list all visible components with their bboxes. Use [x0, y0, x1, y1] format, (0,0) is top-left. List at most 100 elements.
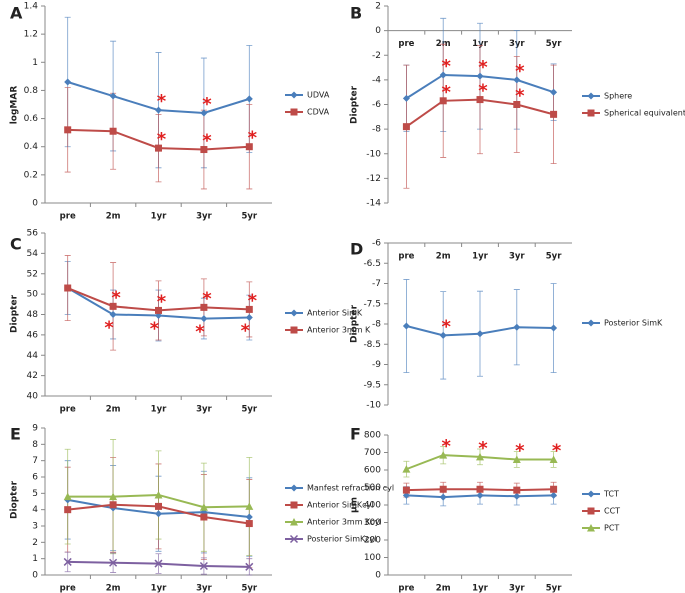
marker	[550, 110, 558, 118]
marker	[200, 513, 208, 521]
y-tick-label: -14	[366, 199, 381, 209]
y-tick-label: 2	[375, 2, 381, 12]
marker	[245, 314, 253, 322]
y-tick-label: 500	[364, 483, 381, 493]
significance-star: *	[202, 94, 212, 115]
marker	[476, 72, 484, 80]
significance-star: *	[441, 56, 451, 77]
y-tick-label: 1.2	[24, 30, 38, 40]
y-tick-label: 7	[32, 456, 38, 466]
marker	[587, 319, 595, 327]
y-tick-label: 0	[32, 571, 38, 581]
marker	[63, 557, 72, 566]
significance-star: *	[157, 129, 167, 150]
panel-label: F	[350, 425, 361, 444]
significance-star: *	[552, 441, 562, 462]
legend-label: Posterior SimKcyl	[307, 535, 377, 544]
y-tick-label: 9	[32, 424, 38, 434]
legend-label: Anterior SimK	[307, 309, 363, 318]
marker	[512, 455, 521, 463]
marker	[549, 455, 558, 463]
significance-star: *	[202, 288, 212, 309]
marker	[290, 501, 298, 509]
y-tick-label: 0.4	[24, 142, 39, 152]
x-tick-label: pre	[398, 584, 414, 593]
y-tick-label: -6.5	[363, 259, 381, 269]
y-tick-label: 0	[375, 26, 381, 36]
y-tick-label: -8	[372, 320, 381, 330]
marker	[476, 96, 484, 104]
significance-star: *	[441, 82, 451, 103]
marker	[245, 520, 253, 528]
x-tick-label: pre	[60, 212, 76, 222]
y-axis-label: logMAR	[10, 86, 20, 125]
marker	[587, 507, 595, 515]
y-tick-label: -8.5	[363, 340, 381, 350]
y-tick-label: 6	[32, 473, 38, 483]
marker	[109, 302, 117, 310]
marker	[476, 491, 484, 499]
x-tick-label: 2m	[106, 212, 121, 222]
x-tick-label: 5yr	[241, 405, 257, 415]
significance-star: *	[441, 316, 451, 337]
y-tick-label: 52	[27, 269, 38, 279]
panel: C Diopter 40 42 44 46 48 50 52 54 56 pre 2m 1yr 3yr 5yr…	[10, 229, 372, 415]
significance-star: *	[478, 438, 488, 459]
x-tick-label: 2m	[106, 405, 121, 415]
marker	[439, 97, 447, 105]
significance-star: *	[104, 318, 114, 339]
marker	[550, 324, 558, 332]
marker	[476, 330, 484, 338]
significance-star: *	[248, 290, 258, 311]
significance-star: *	[515, 86, 525, 107]
marker	[155, 106, 162, 114]
panel-label: E	[10, 425, 21, 444]
x-tick-label: 3yr	[509, 584, 525, 593]
x-tick-label: 2m	[436, 252, 451, 262]
y-tick-label: 2	[32, 538, 38, 548]
y-axis-label: Diopter	[350, 304, 360, 343]
marker	[245, 305, 253, 313]
marker	[290, 326, 298, 334]
x-tick-label: 5yr	[546, 584, 562, 593]
significance-star: *	[157, 91, 167, 112]
marker	[439, 485, 447, 493]
marker	[439, 451, 448, 459]
panel: D Diopter -10 -9.5 -9 -8.5 -8 -7.5 -7 -6.5 -6 pre 2m…	[350, 239, 663, 411]
y-tick-label: -6	[372, 239, 381, 249]
y-tick-label: -4	[372, 75, 381, 85]
x-tick-label: 2m	[106, 584, 121, 593]
y-tick-label: 600	[364, 466, 381, 476]
marker	[199, 561, 208, 571]
x-tick-label: 3yr	[509, 252, 525, 262]
panel-label: C	[10, 235, 22, 254]
marker	[200, 146, 208, 154]
x-tick-label: 3yr	[196, 584, 212, 593]
panel-label: B	[350, 4, 362, 23]
y-tick-label: 46	[27, 330, 39, 340]
y-tick-label: 700	[364, 448, 381, 458]
significance-star: *	[241, 321, 251, 342]
x-tick-label: 5yr	[546, 252, 562, 262]
x-tick-label: 1yr	[151, 405, 167, 415]
x-tick-label: 1yr	[151, 584, 167, 593]
significance-star: *	[150, 319, 160, 340]
legend-label: Anterior SimKcyl	[307, 501, 374, 510]
y-tick-label: -10	[366, 149, 381, 159]
y-tick-label: 300	[364, 518, 381, 528]
marker	[155, 502, 162, 510]
panel: E Diopter 0 1 2 3 4 5 6 7 8 9 pre 2m 1yr 3yr 5yr Manfest …	[10, 424, 395, 593]
y-tick-label: 8	[32, 440, 38, 450]
y-tick-label: -6	[372, 100, 381, 110]
x-tick-label: 1yr	[151, 212, 167, 222]
x-tick-label: pre	[398, 252, 414, 262]
y-tick-label: -7	[372, 279, 381, 289]
y-tick-label: 40	[27, 392, 39, 402]
significance-star: *	[478, 57, 488, 78]
marker	[290, 91, 298, 99]
marker	[290, 484, 298, 492]
significance-star: *	[515, 441, 525, 462]
marker	[64, 78, 72, 86]
